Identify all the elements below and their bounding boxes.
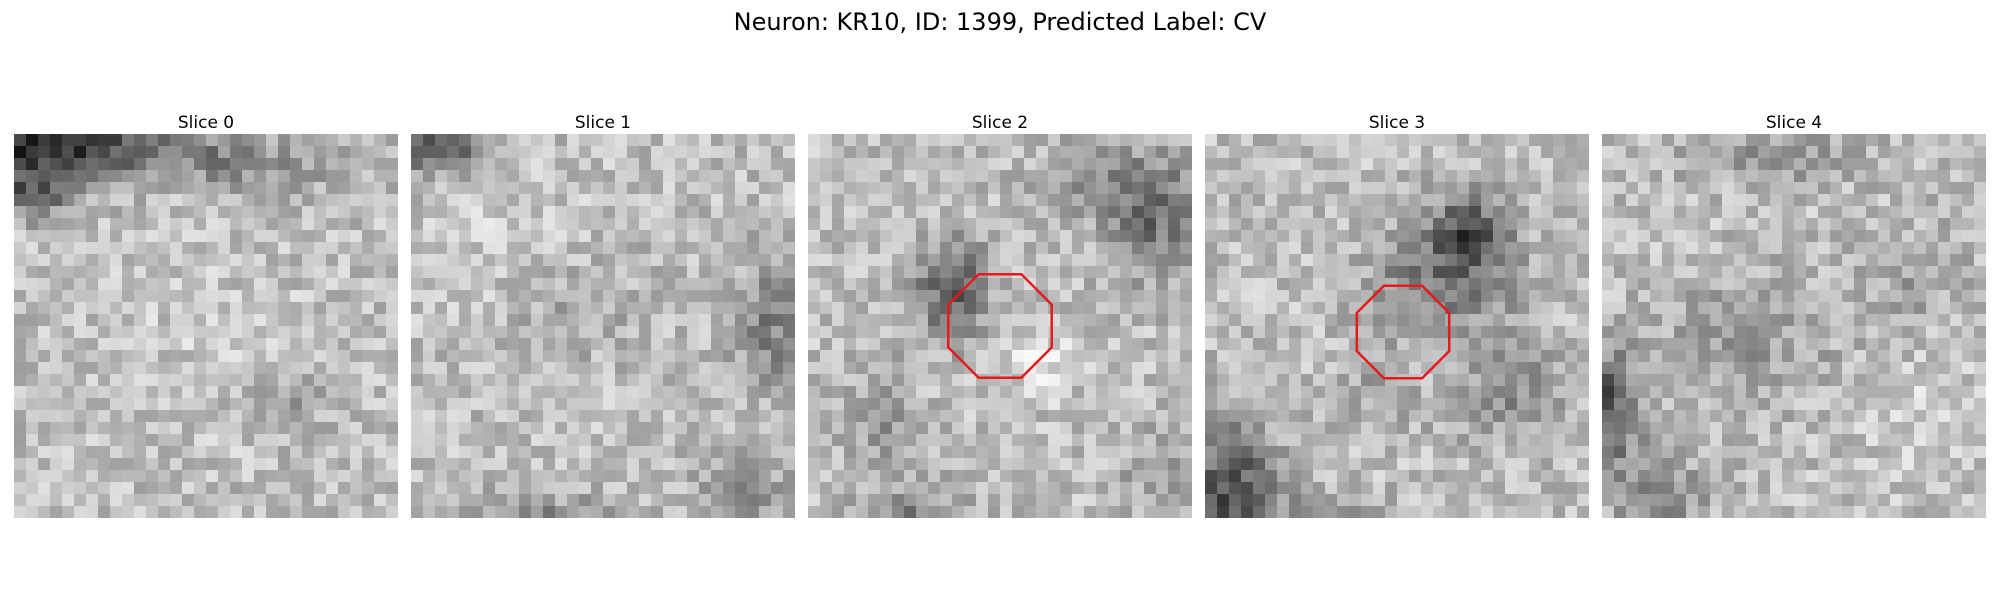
slice-title-1: Slice 1 xyxy=(574,113,632,133)
slice-image-0 xyxy=(14,134,398,518)
roi-outline-2 xyxy=(947,273,1053,379)
slice-panel-2: Slice 2 xyxy=(808,110,1192,518)
slice-title-3: Slice 3 xyxy=(1368,113,1426,133)
slice-image-1 xyxy=(411,134,795,518)
roi-outline-3 xyxy=(1355,284,1451,380)
slice-title-4: Slice 4 xyxy=(1765,113,1823,133)
slice-panel-3: Slice 3 xyxy=(1205,110,1589,518)
slice-image-4 xyxy=(1602,134,1986,518)
slice-title-0: Slice 0 xyxy=(177,113,235,133)
slice-image-2 xyxy=(808,134,1192,518)
slice-image-3 xyxy=(1205,134,1589,518)
slice-panel-0: Slice 0 xyxy=(14,110,398,518)
slice-panel-4: Slice 4 xyxy=(1602,110,1986,518)
slice-panel-1: Slice 1 xyxy=(411,110,795,518)
slice-title-2: Slice 2 xyxy=(971,113,1029,133)
figure-title: Neuron: KR10, ID: 1399, Predicted Label:… xyxy=(733,8,1267,36)
